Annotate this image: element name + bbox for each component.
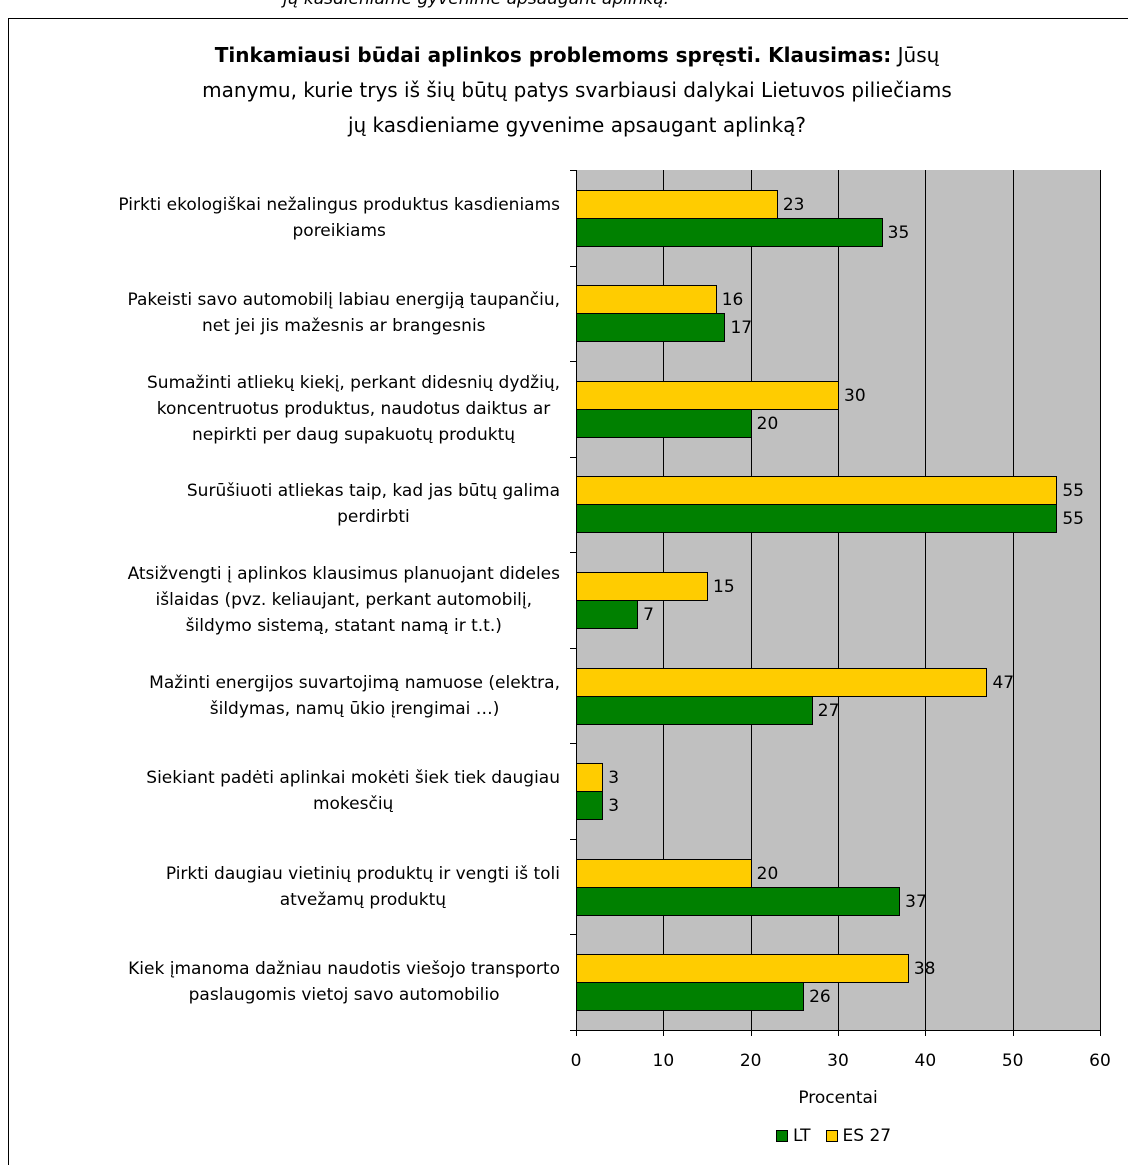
bar-lt-4	[576, 504, 1057, 533]
data-label-es27-2: 16	[722, 290, 744, 310]
x-tick-label-0: 0	[571, 1051, 582, 1071]
data-label-lt-9: 26	[809, 987, 831, 1007]
category-label-8: Pirkti daugiau vietinių produktų ir veng…	[165, 863, 560, 910]
legend-label-es27: ES 27	[842, 1126, 892, 1146]
data-label-es27-8: 20	[757, 864, 779, 884]
legend-label-lt: LT	[793, 1126, 811, 1146]
bar-es27-6	[576, 668, 987, 697]
data-label-es27-1: 23	[783, 195, 805, 215]
data-label-lt-3: 20	[757, 414, 779, 434]
bar-es27-8	[576, 859, 752, 888]
data-label-es27-5: 15	[713, 577, 735, 597]
bar-lt-7	[576, 791, 603, 820]
category-label-1: Pirkti ekologiškai nežalingus produktus …	[118, 194, 560, 241]
bar-lt-6	[576, 696, 813, 725]
bar-lt-2	[576, 313, 725, 342]
bar-es27-4	[576, 476, 1057, 505]
category-label-3: Sumažinti atliekų kiekį, perkant didesni…	[147, 372, 560, 445]
category-label-4: Surūšiuoti atliekas taip, kad jas būtų g…	[186, 481, 560, 528]
data-label-lt-1: 35	[888, 223, 910, 243]
bar-es27-2	[576, 285, 717, 314]
legend-swatch-es27	[825, 1130, 838, 1142]
data-label-lt-8: 37	[905, 892, 927, 912]
data-label-es27-4: 55	[1062, 481, 1084, 501]
bar-lt-5	[576, 600, 638, 629]
chart-title: Tinkamiausi būdai aplinkos problemoms sp…	[27, 38, 1127, 143]
x-axis-title: Procentai	[798, 1088, 878, 1108]
x-tick-label-10: 10	[653, 1051, 675, 1071]
bar-lt-9	[576, 982, 804, 1011]
x-tick-label-60: 60	[1089, 1051, 1111, 1071]
bar-es27-3	[576, 381, 839, 410]
title-bold-part: Tinkamiausi būdai aplinkos problemoms sp…	[214, 43, 892, 67]
bar-lt-8	[576, 887, 900, 916]
title-line-1: Tinkamiausi būdai aplinkos problemoms sp…	[27, 38, 1127, 73]
chart-frame	[8, 18, 1128, 1165]
data-label-es27-3: 30	[844, 386, 866, 406]
caption-fragment: jų kasdieniame gyvenime apsaugant aplink…	[283, 0, 669, 9]
title-line-1-rest: Jūsų	[897, 43, 940, 67]
bar-es27-1	[576, 190, 778, 219]
data-label-lt-4: 55	[1062, 509, 1084, 529]
bar-es27-5	[576, 572, 708, 601]
bar-es27-7	[576, 763, 603, 792]
data-label-lt-2: 17	[730, 318, 752, 338]
data-label-es27-9: 38	[914, 959, 936, 979]
bar-es27-9	[576, 954, 909, 983]
title-line-2: manymu, kurie trys iš šių būtų patys sva…	[202, 78, 952, 102]
legend: LT ES 27	[776, 1124, 891, 1148]
x-tick-label-30: 30	[827, 1051, 849, 1071]
data-label-es27-7: 3	[608, 768, 619, 788]
category-label-9: Kiek įmanoma dažniau naudotis viešojo tr…	[128, 959, 560, 1006]
bar-lt-1	[576, 218, 883, 247]
x-tick-label-50: 50	[1002, 1051, 1024, 1071]
category-label-5: Atsižvengti į aplinkos klausimus planuoj…	[127, 564, 560, 636]
legend-swatch-lt	[776, 1130, 788, 1142]
category-label-6: Mažinti energijos suvartojimą namuose (e…	[149, 672, 560, 719]
title-line-3: jų kasdieniame gyvenime apsaugant aplink…	[347, 113, 807, 137]
bar-lt-3	[576, 409, 752, 438]
data-label-es27-6: 47	[992, 673, 1014, 693]
x-tick-label-20: 20	[740, 1051, 762, 1071]
data-label-lt-5: 7	[643, 605, 654, 625]
category-label-2: Pakeisti savo automobilį labiau energiją…	[127, 290, 560, 337]
data-label-lt-6: 27	[818, 701, 840, 721]
x-tick-label-40: 40	[915, 1051, 937, 1071]
data-label-lt-7: 3	[608, 796, 619, 816]
category-label-7: Siekiant padėti aplinkai mokėti šiek tie…	[146, 768, 560, 815]
